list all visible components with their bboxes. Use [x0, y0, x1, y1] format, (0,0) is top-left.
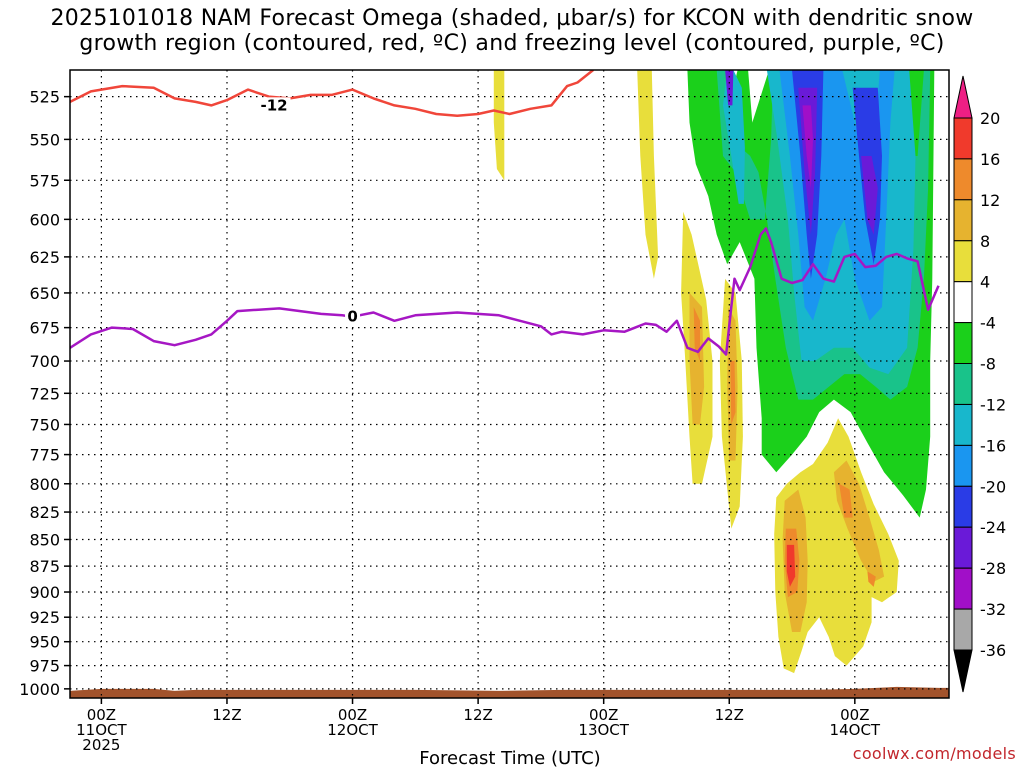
colorbar-bottom-arrow [953, 649, 973, 693]
chart-title: 2025101018 NAM Forecast Omega (shaded, µ… [0, 6, 1024, 56]
colorbar-label-0: 20 [980, 109, 1000, 128]
site-credit: coolwx.com/models [852, 744, 1016, 763]
y-tick-label-575: 575 [29, 171, 60, 190]
colorbar-top-arrow [953, 75, 973, 119]
y-tick-label-850: 850 [29, 530, 60, 549]
omega-region-0 [493, 70, 505, 181]
colorbar-bin-10 [953, 526, 973, 569]
y-tick-label-725: 725 [29, 384, 60, 403]
y-tick-label-1000: 1000 [19, 680, 60, 699]
colorbar-bin-7 [953, 404, 973, 446]
colorbar-label-9: -20 [980, 477, 1006, 496]
y-tick-label-925: 925 [29, 608, 60, 627]
x-tick-label-0-2: 2025 [82, 736, 120, 754]
colorbar-bin-4 [953, 281, 973, 324]
colorbar-bin-5 [953, 322, 973, 365]
y-tick-label-550: 550 [29, 130, 60, 149]
x-tick-label-24-0: 00Z [338, 706, 367, 724]
colorbar-label-6: -8 [980, 355, 996, 374]
colorbar-bin-6 [953, 363, 973, 405]
omega-region-3 [689, 292, 705, 425]
grid-lines [70, 70, 949, 698]
colorbar-bin-2 [953, 199, 973, 242]
contour-label-bg-0 [257, 97, 291, 114]
y-tick-label-900: 900 [29, 583, 60, 602]
y-tick-label-700: 700 [29, 352, 60, 371]
y-tick-label-675: 675 [29, 319, 60, 338]
x-tick-label-12-0: 12Z [212, 706, 241, 724]
contour-label-0: -12 [260, 96, 287, 114]
omega-region-8 [774, 418, 899, 674]
colorbar: 20 16 12 8 4 -4 -8 -12 -16 -20 -24 -28 -32 -36 [953, 75, 1006, 693]
contour-lines: -12 0 [70, 70, 940, 356]
plot-frame [69, 69, 950, 699]
colorbar-label-5: -4 [980, 314, 996, 333]
contour-line-0 [70, 70, 594, 117]
omega-region-1 [637, 70, 659, 279]
omega-region-23 [861, 156, 878, 235]
x-tick-label-48-0: 00Z [589, 706, 618, 724]
contour-label-1: 0 [347, 308, 357, 326]
omega-region-4 [693, 307, 700, 361]
x-tick-label-60-0: 12Z [715, 706, 744, 724]
y-tick-label-625: 625 [29, 248, 60, 267]
x-tick-label-72-1: 14OCT [830, 721, 881, 739]
colorbar-bin-0 [953, 117, 973, 160]
omega-shading [493, 70, 935, 674]
y-tick-label-800: 800 [29, 475, 60, 494]
chart-title-line-1: 2025101018 NAM Forecast Omega (shaded, µ… [50, 6, 974, 31]
colorbar-label-10: -24 [980, 518, 1006, 537]
x-tick-label-0-0: 00Z [87, 706, 116, 724]
y-tick-label-650: 650 [29, 284, 60, 303]
colorbar-bin-1 [953, 158, 973, 201]
colorbar-label-8: -16 [980, 436, 1006, 455]
colorbar-label-7: -12 [980, 395, 1006, 414]
y-tick-label-525: 525 [29, 88, 60, 107]
pressure-axis: 525 550 575 600 625 650 675 700 725 750 775 800 825 8… [19, 88, 70, 699]
colorbar-bin-8 [953, 444, 973, 487]
y-tick-label-750: 750 [29, 415, 60, 434]
x-axis-title: Forecast Time (UTC) [419, 748, 601, 769]
contour-label-bg-1 [345, 308, 361, 325]
y-tick-label-600: 600 [29, 210, 60, 229]
colorbar-bin-9 [953, 485, 973, 528]
x-tick-label-72-0: 00Z [840, 706, 869, 724]
colorbar-label-11: -28 [980, 559, 1006, 578]
colorbar-bin-11 [953, 567, 973, 610]
terrain-layer [70, 686, 949, 698]
omega-region-13 [839, 483, 853, 518]
contour-line-1 [70, 227, 940, 356]
colorbar-label-4: 4 [980, 273, 990, 292]
chart-title-line-2: growth region (contoured, red, ºC) and f… [79, 31, 945, 56]
x-tick-label-48-1: 13OCT [578, 721, 629, 739]
y-tick-label-975: 975 [29, 657, 60, 676]
x-tick-label-36-0: 12Z [463, 706, 492, 724]
colorbar-bin-12 [953, 608, 973, 651]
y-tick-label-775: 775 [29, 446, 60, 465]
omega-region-7 [730, 361, 736, 425]
colorbar-label-2: 12 [980, 191, 1000, 210]
y-tick-label-875: 875 [29, 557, 60, 576]
colorbar-label-13: -36 [980, 641, 1006, 660]
x-tick-label-0-1: 11OCT [76, 721, 127, 739]
colorbar-label-3: 8 [980, 232, 990, 251]
y-tick-label-825: 825 [29, 503, 60, 522]
y-tick-label-950: 950 [29, 633, 60, 652]
colorbar-bin-3 [953, 240, 973, 283]
ground-terrain [70, 686, 949, 698]
x-tick-label-24-1: 12OCT [327, 721, 378, 739]
omega-region-25 [802, 105, 813, 189]
colorbar-label-12: -32 [980, 600, 1006, 619]
omega-region-14 [867, 571, 876, 587]
colorbar-label-1: 16 [980, 150, 1000, 169]
